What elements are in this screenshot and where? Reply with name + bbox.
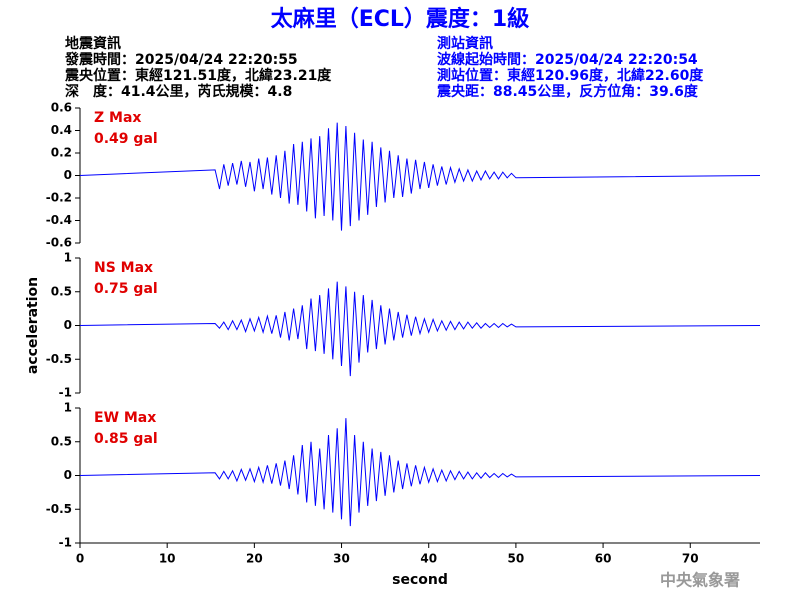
x-tick-label: 0 xyxy=(76,552,84,566)
panel-label: EW Max xyxy=(94,410,156,426)
waveform xyxy=(79,281,761,377)
y-tick-label: 0 xyxy=(64,468,72,482)
y-tick-label: -0.6 xyxy=(46,236,72,250)
info-line: 震央距：88.45公里，反方位角：39.6度 xyxy=(436,83,699,100)
info-line: 震央位置：東經121.51度，北緯23.21度 xyxy=(64,67,332,84)
y-tick-label: 0.6 xyxy=(51,101,72,115)
y-tick-label: -1 xyxy=(59,386,72,400)
waveform xyxy=(79,418,761,527)
x-tick-label: 50 xyxy=(508,552,525,566)
y-tick-label: -0.5 xyxy=(46,352,72,366)
y-tick-label: 0.2 xyxy=(51,146,72,160)
info-line: 發震時間：2025/04/24 22:20:55 xyxy=(64,51,298,68)
info-line: 測站位置：東經120.96度，北緯22.60度 xyxy=(437,67,704,84)
y-tick-label: 0.5 xyxy=(51,284,72,298)
x-tick-label: 60 xyxy=(595,552,612,566)
y-tick-label: 1 xyxy=(64,401,72,415)
y-tick-label: 0.4 xyxy=(51,123,72,137)
chart-title: 太麻里（ECL）震度：1級 xyxy=(271,6,530,32)
info-line: 測站資訊 xyxy=(437,35,493,52)
panel-label: Z Max xyxy=(94,110,141,126)
x-tick-label: 30 xyxy=(333,552,350,566)
y-tick-label: -0.5 xyxy=(46,502,72,516)
y-tick-label: -0.2 xyxy=(46,191,72,205)
footer: 中央氣象署 xyxy=(660,571,740,590)
panel-label: 0.85 gal xyxy=(94,431,158,447)
y-tick-label: 0.5 xyxy=(51,434,72,448)
y-axis-label: acceleration xyxy=(25,277,41,374)
panel-label: 0.75 gal xyxy=(94,281,158,297)
x-axis-label: second xyxy=(392,572,448,588)
x-tick-label: 10 xyxy=(159,552,176,566)
y-tick-label: -1 xyxy=(59,536,72,550)
y-tick-label: 0 xyxy=(64,168,72,182)
panel-label: NS Max xyxy=(94,260,153,276)
waveform xyxy=(79,122,761,231)
x-tick-label: 40 xyxy=(420,552,437,566)
info-line: 地震資訊 xyxy=(65,35,121,52)
info-line: 波線起始時間：2025/04/24 22:20:54 xyxy=(437,51,698,68)
x-tick-label: 20 xyxy=(246,552,263,566)
y-tick-label: 1 xyxy=(64,251,72,265)
panel-label: 0.49 gal xyxy=(94,131,158,147)
y-tick-label: 0 xyxy=(64,318,72,332)
x-tick-label: 70 xyxy=(682,552,699,566)
info-line: 深 度：41.4公里，芮氏規模：4.8 xyxy=(65,83,292,100)
y-tick-label: -0.4 xyxy=(46,213,72,227)
